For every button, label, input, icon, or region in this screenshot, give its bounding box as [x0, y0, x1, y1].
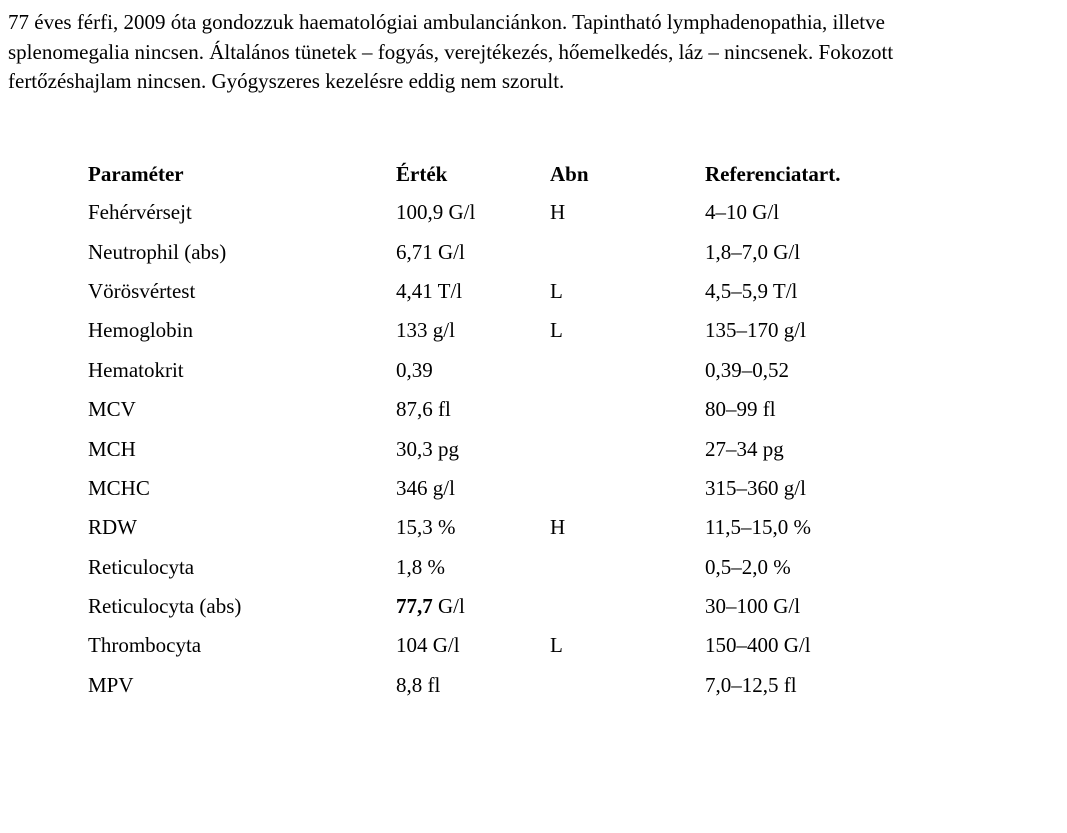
- reference-range: 30–100 G/l: [705, 594, 801, 619]
- parameter-value: 104 G/l: [396, 626, 550, 665]
- reference-range: 150–400 G/l: [705, 633, 811, 658]
- abnormal-flag: [550, 469, 705, 508]
- parameter-name: Hematokrit: [88, 357, 184, 382]
- abnormal-flag: [550, 390, 705, 429]
- table-row: RDW 15,3 % H 11,5–15,0 %: [88, 508, 935, 547]
- table-row: Reticulocyta 1,8 % 0,5–2,0 %: [88, 548, 935, 587]
- value-number: 6,71: [396, 239, 433, 264]
- reference-range: 4–10 G/l: [705, 200, 780, 225]
- parameter-name: Reticulocyta: [88, 554, 195, 579]
- parameter-name: Neutrophil (abs): [88, 239, 227, 264]
- header-reference-range: Referenciatart.: [705, 161, 841, 186]
- abnormal-flag: [550, 666, 705, 705]
- abnormal-flag: H: [550, 515, 566, 540]
- value-number: 15,3: [396, 515, 433, 540]
- value-unit: pg: [438, 436, 459, 461]
- parameter-value: 87,6 fl: [396, 390, 550, 429]
- abnormal-flag: [550, 548, 705, 587]
- header-parameter: Paraméter: [88, 161, 184, 186]
- table-row: Reticulocyta (abs) 77,7 G/l 30–100 G/l: [88, 587, 935, 626]
- reference-range: 80–99 fl: [705, 397, 776, 422]
- value-number: 1,8: [396, 554, 423, 579]
- parameter-name: Vörösvértest: [88, 278, 196, 303]
- parameter-name: MCHC: [88, 475, 150, 500]
- abnormal-flag: H: [550, 200, 566, 225]
- parameter-value: 8,8 fl: [396, 666, 550, 705]
- case-description: 77 éves férfi, 2009 óta gondozzuk haemat…: [8, 10, 894, 93]
- value-unit: G/l: [438, 594, 465, 619]
- table-row: Hematokrit 0,39 0,39–0,52: [88, 351, 935, 390]
- parameter-value: 346 g/l: [396, 469, 550, 508]
- header-value: Érték: [396, 161, 448, 186]
- table-row: MCHC 346 g/l 315–360 g/l: [88, 469, 935, 508]
- reference-range: 11,5–15,0 %: [705, 515, 811, 540]
- abnormal-flag: L: [550, 278, 563, 303]
- table-row: MCV 87,6 fl 80–99 fl: [88, 390, 935, 429]
- parameter-name: MPV: [88, 672, 134, 697]
- table-row: MCH 30,3 pg 27–34 pg: [88, 429, 935, 468]
- value-number: 346: [396, 475, 428, 500]
- parameter-value: 133 g/l: [396, 311, 550, 350]
- abnormal-flag: L: [550, 318, 563, 343]
- parameter-value: 30,3 pg: [396, 429, 550, 468]
- value-unit: G/l: [432, 633, 460, 658]
- value-number: 104: [396, 633, 428, 658]
- value-number: 0,39: [396, 357, 433, 382]
- table-row: MPV 8,8 fl 7,0–12,5 fl: [88, 666, 935, 705]
- reference-range: 0,5–2,0 %: [705, 554, 791, 579]
- parameter-value: 77,7 G/l: [396, 587, 550, 626]
- parameter-value: 100,9 G/l: [396, 193, 550, 232]
- parameter-value: 1,8 %: [396, 548, 550, 587]
- parameter-name: MCH: [88, 436, 136, 461]
- value-number: 133: [396, 318, 428, 343]
- parameter-value: 0,39: [396, 351, 550, 390]
- table-header-row: Paraméter Érték Abn Referenciatart.: [88, 155, 935, 193]
- header-abnormal: Abn: [550, 161, 589, 186]
- value-unit: g/l: [432, 475, 455, 500]
- value-number: 100,9: [396, 200, 444, 225]
- value-unit: fl: [438, 397, 451, 422]
- abnormal-flag: [550, 232, 705, 271]
- abnormal-flag: [550, 429, 705, 468]
- table-row: Thrombocyta 104 G/l L 150–400 G/l: [88, 626, 935, 665]
- abnormal-flag: [550, 587, 705, 626]
- parameter-value: 4,41 T/l: [396, 272, 550, 311]
- table-row: Fehérvérsejt 100,9 G/l H 4–10 G/l: [88, 193, 935, 232]
- value-unit: G/l: [448, 200, 476, 225]
- value-unit: %: [438, 515, 456, 540]
- value-unit: %: [427, 554, 446, 579]
- value-number: 4,41: [396, 278, 433, 303]
- value-unit: T/l: [437, 278, 463, 303]
- value-number: 8,8: [396, 672, 423, 697]
- reference-range: 7,0–12,5 fl: [705, 672, 797, 697]
- reference-range: 27–34 pg: [705, 436, 784, 461]
- parameter-name: RDW: [88, 515, 137, 540]
- reference-range: 315–360 g/l: [705, 475, 806, 500]
- reference-range: 1,8–7,0 G/l: [705, 239, 801, 264]
- table-body: Fehérvérsejt 100,9 G/l H 4–10 G/l Neutro…: [88, 193, 935, 705]
- parameter-name: Fehérvérsejt: [88, 200, 192, 225]
- parameter-value: 6,71 G/l: [396, 232, 550, 271]
- value-number: 77,7: [396, 594, 433, 619]
- abnormal-flag: L: [550, 633, 563, 658]
- value-unit: G/l: [438, 239, 465, 264]
- value-unit: fl: [427, 672, 441, 697]
- parameter-name: Hemoglobin: [88, 318, 193, 343]
- reference-range: 135–170 g/l: [705, 318, 806, 343]
- lab-results-table: Paraméter Érték Abn Referenciatart. Fehé…: [88, 155, 935, 705]
- value-number: 30,3: [396, 436, 433, 461]
- table-row: Neutrophil (abs) 6,71 G/l 1,8–7,0 G/l: [88, 232, 935, 271]
- parameter-name: Thrombocyta: [88, 633, 202, 658]
- table-row: Hemoglobin 133 g/l L 135–170 g/l: [88, 311, 935, 350]
- abnormal-flag: [550, 351, 705, 390]
- reference-range: 0,39–0,52: [705, 357, 789, 382]
- value-number: 87,6: [396, 397, 433, 422]
- value-unit: g/l: [432, 318, 455, 343]
- parameter-name: MCV: [88, 397, 136, 422]
- reference-range: 4,5–5,9 T/l: [705, 278, 798, 303]
- parameter-value: 15,3 %: [396, 508, 550, 547]
- table-row: Vörösvértest 4,41 T/l L 4,5–5,9 T/l: [88, 272, 935, 311]
- parameter-name: Reticulocyta (abs): [88, 594, 242, 619]
